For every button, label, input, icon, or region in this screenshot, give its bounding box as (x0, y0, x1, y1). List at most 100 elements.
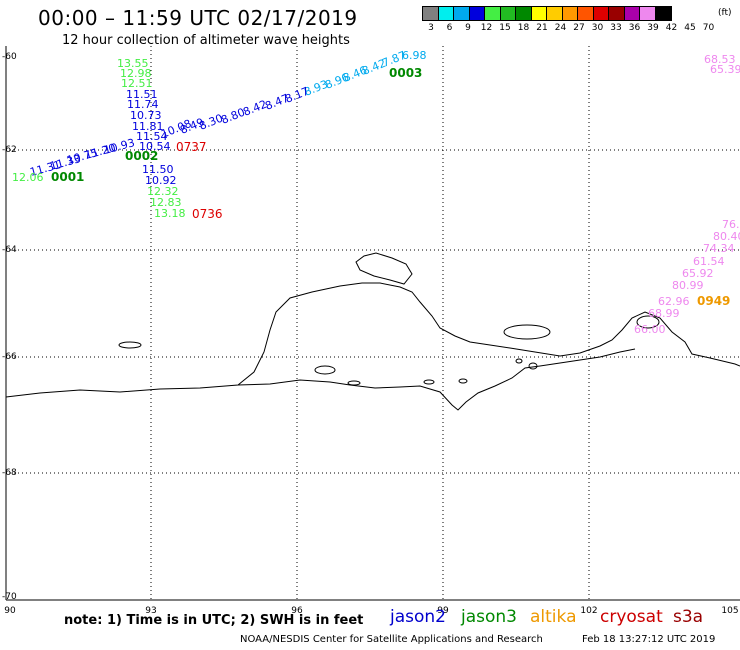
lon-label: 96 (291, 606, 303, 616)
islet-2 (347, 380, 361, 386)
legend-swatches (422, 6, 672, 21)
legend-tick-label: 33 (610, 23, 622, 33)
coastline (5, 252, 740, 411)
track-0003-labels: 6.98 7.87 8.42 8.46 8.96 8.93 8.17 8.47 … (159, 49, 426, 141)
legend-tick-label: 45 (684, 23, 696, 33)
legend-tick-label: 27 (573, 23, 585, 33)
wave-height-label: 10.92 (145, 174, 177, 187)
track-time-0002: 0002 (125, 149, 158, 163)
wave-height-label: 80.40 (713, 230, 740, 243)
legend-swatch (593, 7, 609, 20)
wave-height-label: 80.99 (672, 279, 704, 292)
wave-height-label: 12.32 (147, 185, 179, 198)
islet-5 (528, 362, 538, 370)
track-time-0736: 0736 (192, 207, 223, 221)
lon-label: 102 (580, 606, 598, 616)
legend-swatch (655, 7, 671, 20)
legend-swatch (562, 7, 578, 20)
legend-tick-label: 3 (428, 23, 434, 33)
wave-height-label: 12.83 (150, 196, 182, 209)
legend-tick-label: 42 (665, 23, 678, 33)
wave-height-label: 62.96 (658, 295, 690, 308)
legend-swatch (485, 7, 501, 20)
lon-label: 105 (721, 606, 739, 616)
wave-height-label: 65.92 (682, 267, 714, 280)
wave-height-label: 12.51 (121, 77, 153, 90)
wave-height-label: 12.06 (12, 171, 44, 184)
legend-tick-label: 70 (702, 23, 715, 33)
legend-swatch (547, 7, 563, 20)
wave-height-label: 10.73 (130, 109, 162, 122)
wave-height-label: 68.53 (704, 53, 736, 66)
wave-height-label: 65.39 (710, 63, 740, 76)
wave-height-label: 11.54 (136, 130, 168, 143)
wave-height-label: 66.00 (634, 323, 666, 336)
legend-ticks: 3 6 9 12 15 18 21 24 27 30 33 36 39 42 45 70 (422, 21, 714, 35)
satellite-key-cryosat: cryosat (600, 607, 663, 627)
legend-swatch (469, 7, 485, 20)
legend-tick-label: 21 (536, 23, 548, 33)
color-legend: 3 6 9 12 15 18 21 24 27 30 33 36 39 42 45 70 (ft) (422, 6, 732, 35)
islet-6 (515, 358, 523, 364)
island-east (503, 324, 551, 340)
legend-swatch (516, 7, 532, 20)
wave-height-label: 13.18 (154, 207, 186, 220)
legend-swatch (438, 7, 454, 20)
lat-label: -70 (2, 592, 17, 602)
legend-tick-label: 15 (499, 23, 511, 33)
lon-label: 93 (145, 606, 157, 616)
legend-swatch (609, 7, 625, 20)
satellite-key-altika: altika (530, 607, 577, 627)
track-time-0001: 0001 (51, 170, 84, 184)
credit-text: NOAA/NESDIS Center for Satellite Applica… (240, 634, 543, 645)
wave-height-label: 11.51 (126, 88, 158, 101)
lon-label: 90 (4, 606, 16, 616)
wave-height-label: 76. (722, 218, 740, 231)
island-north (355, 252, 413, 285)
legend-unit: (ft) (718, 8, 732, 18)
legend-tick-label: 12 (480, 23, 493, 33)
wave-height-label: 10.54 (139, 140, 171, 153)
generated-timestamp: Feb 18 13:27:12 UTC 2019 (582, 634, 716, 645)
track-time-0737: 0737 (176, 140, 207, 154)
legend-swatch (423, 7, 439, 20)
islet-3 (423, 379, 435, 385)
legend-swatch (640, 7, 656, 20)
wave-height-label: 74.34 (703, 242, 735, 255)
satellite-key-jason3: jason3 (461, 607, 517, 627)
wave-height-label: 68.99 (648, 307, 680, 320)
legend-swatch (500, 7, 516, 20)
wave-height-label: 12.98 (120, 67, 152, 80)
legend-tick-label: 30 (591, 23, 604, 33)
track-time-labels: 0003 0002 0001 0737 0736 0949 (51, 66, 730, 308)
legend-swatch (531, 7, 547, 20)
wave-height-label: 11.81 (132, 120, 164, 133)
lat-label: -62 (2, 145, 17, 155)
legend-swatch (624, 7, 640, 20)
island-west (118, 341, 142, 349)
footnote: note: 1) Time is in UTC; 2) SWH is in fe… (64, 613, 364, 628)
wave-height-label: 6.98 (402, 49, 427, 62)
legend-tick-label: 36 (628, 23, 641, 33)
legend-tick-label: 6 (446, 23, 453, 33)
lon-label: 99 (437, 606, 449, 616)
legend-tick-label: 39 (647, 23, 659, 33)
wave-height-label: 11.50 (142, 163, 174, 176)
legend-tick-label: 18 (517, 23, 530, 33)
wave-height-label: 61.54 (693, 255, 725, 268)
track-time-0949: 0949 (697, 294, 730, 308)
track-0002-labels: 13.55 12.98 12.51 11.51 11.74 10.73 11.8… (117, 57, 186, 220)
lat-label: -64 (2, 245, 17, 255)
lat-label: -60 (2, 52, 17, 62)
map-title: 00:00 – 11:59 UTC 02/17/2019 (38, 6, 358, 30)
track-time-0003: 0003 (389, 66, 422, 80)
wave-height-label: 13.55 (117, 57, 149, 70)
island-far-east (636, 315, 660, 329)
satellite-key-jason2: jason2 (390, 607, 446, 627)
coastline-coast-south (237, 348, 636, 411)
islet-1 (314, 365, 336, 375)
legend-swatch (578, 7, 594, 20)
coastline-mainland (5, 282, 740, 398)
latitude-gridlines (6, 149, 740, 474)
